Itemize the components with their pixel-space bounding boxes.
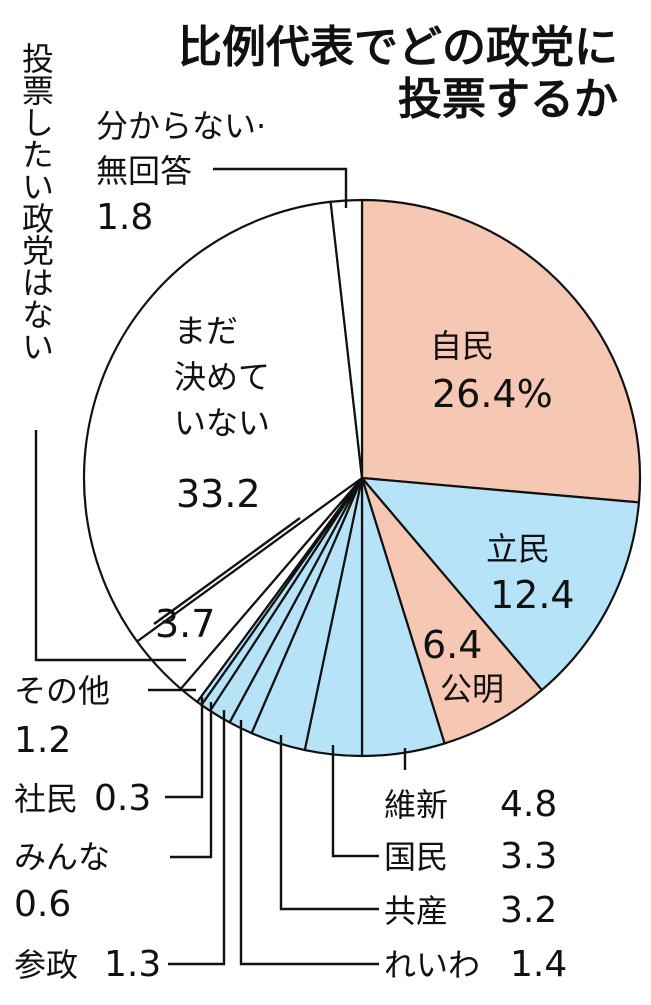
label-kyosan-value: 3.2 <box>500 890 557 931</box>
leader-line-shamin <box>165 697 204 799</box>
pie-slice-jimin <box>360 198 642 504</box>
label-nashi-value: 3.7 <box>155 602 215 646</box>
label-minna-value: 0.6 <box>14 884 71 925</box>
label-kyosan-name: 共産 <box>384 892 448 930</box>
label-shamin-name: 社民 <box>14 780 78 818</box>
pie-slices <box>82 198 642 758</box>
label-komei-name: 公明 <box>440 670 504 708</box>
pie-slice-rikken <box>360 476 641 692</box>
label-reiwa-name: れいわ <box>384 946 480 984</box>
label-wakaranai-value: 1.8 <box>96 197 153 238</box>
label-sonota-value: 1.2 <box>14 720 71 761</box>
label-rikken-name: 立民 <box>486 530 550 568</box>
label-shamin-value: 0.3 <box>94 778 151 819</box>
label-komei-value: 6.4 <box>422 623 482 667</box>
label-wakaranai-line-2: 無回答 <box>96 152 192 190</box>
leader-line-nashi <box>34 430 186 662</box>
leader-lines <box>34 167 407 966</box>
label-rikken-value: 12.4 <box>490 573 575 617</box>
label-kokumin-name: 国民 <box>384 838 448 876</box>
label-sansei-value: 1.3 <box>104 944 161 985</box>
leader-line-sansei <box>168 710 226 966</box>
pie-slice-komei <box>360 476 543 745</box>
leader-line-wakaranai <box>213 167 348 208</box>
label-ishin-name: 維新 <box>384 786 448 824</box>
label-mada-line-3: いない <box>174 404 270 442</box>
label-reiwa-value: 1.4 <box>510 944 567 985</box>
leader-line-minna <box>170 702 213 859</box>
label-kokumin-value: 3.3 <box>500 836 557 877</box>
leader-line-kokumin <box>331 745 379 858</box>
label-mada-line-2: 決めて <box>174 358 270 396</box>
label-sonota-name: その他 <box>14 672 110 710</box>
label-wakaranai-line-1: 分からない· <box>96 107 266 145</box>
label-minna-name: みんな <box>14 838 110 876</box>
label-mada-line-1: まだ <box>174 312 238 350</box>
label-nashi-vertical: 投票したい政党はない <box>17 42 55 362</box>
label-jimin-name: 自民 <box>430 327 494 365</box>
leader-line-reiwa <box>239 720 379 966</box>
leader-line-kyosan <box>279 735 379 911</box>
label-ishin-value: 4.8 <box>500 784 557 825</box>
leader-line-3-7 <box>153 517 301 625</box>
label-jimin-value: 26.4% <box>432 372 553 416</box>
chart-title-line-2: 投票するか <box>398 74 618 125</box>
pie-slice-mada <box>82 200 364 643</box>
label-sansei-name: 参政 <box>14 946 78 984</box>
label-mada-value: 33.2 <box>176 472 261 516</box>
chart-title-line-1: 比例代表でどの政党に <box>178 22 618 73</box>
